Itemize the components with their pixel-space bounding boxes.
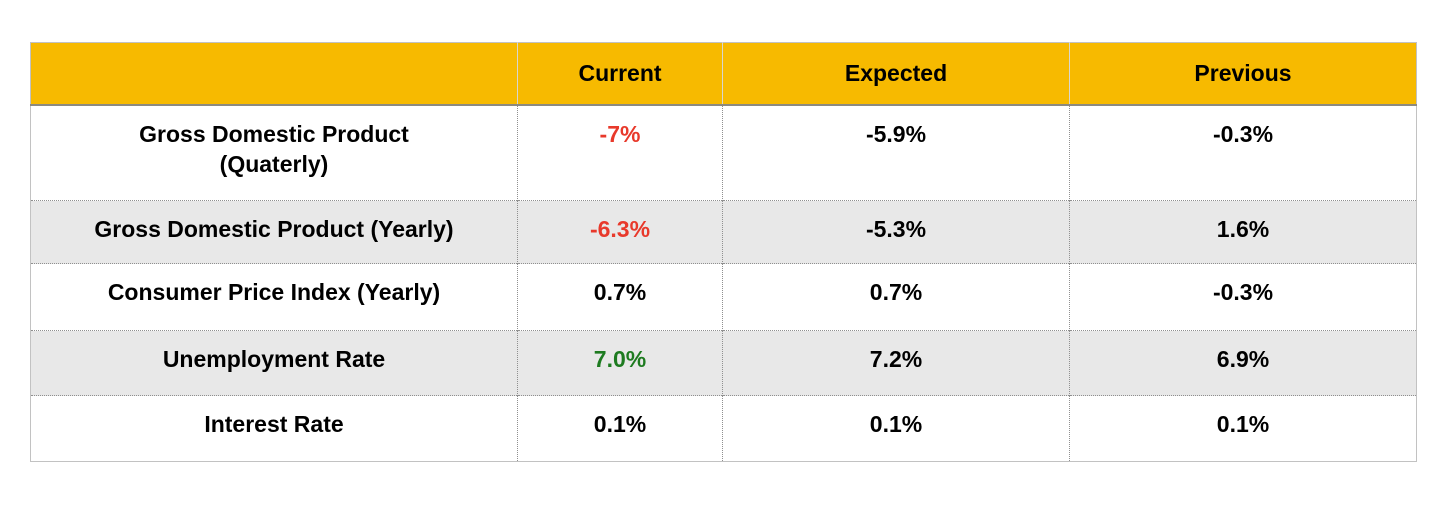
- expected-value: -5.9%: [722, 104, 1070, 201]
- metric-label: Consumer Price Index (Yearly): [30, 263, 518, 331]
- column-header-expected: Expected: [722, 42, 1070, 106]
- table-row-unemployment-rate: Unemployment Rate 7.0% 7.2% 6.9%: [30, 330, 1417, 396]
- current-value: 0.7%: [517, 263, 723, 331]
- expected-value: 0.7%: [722, 263, 1070, 331]
- expected-value: 0.1%: [722, 395, 1070, 462]
- column-header-current: Current: [517, 42, 723, 106]
- previous-value: -0.3%: [1069, 104, 1417, 201]
- expected-value: 7.2%: [722, 330, 1070, 396]
- current-value: 7.0%: [517, 330, 723, 396]
- previous-value: 6.9%: [1069, 330, 1417, 396]
- table-row-cpi-yearly: Consumer Price Index (Yearly) 0.7% 0.7% …: [30, 263, 1417, 331]
- column-header-previous: Previous: [1069, 42, 1417, 106]
- economic-indicators-table: Current Expected Previous Gross Domestic…: [30, 42, 1417, 462]
- expected-value: -5.3%: [722, 200, 1070, 264]
- metric-label-line2: (Quaterly): [219, 150, 329, 177]
- metric-label: Gross Domestic Product (Quaterly): [30, 104, 518, 201]
- current-value: -6.3%: [517, 200, 723, 264]
- metric-label: Gross Domestic Product (Yearly): [30, 200, 518, 264]
- table-row-gdp-quarterly: Gross Domestic Product (Quaterly) -7% -5…: [30, 104, 1417, 201]
- previous-value: 0.1%: [1069, 395, 1417, 462]
- previous-value: -0.3%: [1069, 263, 1417, 331]
- current-value: 0.1%: [517, 395, 723, 462]
- current-value: -7%: [517, 104, 723, 201]
- metric-label: Interest Rate: [30, 395, 518, 462]
- header-row: Current Expected Previous: [30, 42, 1417, 106]
- metric-label-line1: Gross Domestic Product: [139, 120, 409, 147]
- column-header-metric: [30, 42, 518, 106]
- previous-value: 1.6%: [1069, 200, 1417, 264]
- metric-label: Unemployment Rate: [30, 330, 518, 396]
- table-row-interest-rate: Interest Rate 0.1% 0.1% 0.1%: [30, 395, 1417, 462]
- table-row-gdp-yearly: Gross Domestic Product (Yearly) -6.3% -5…: [30, 200, 1417, 264]
